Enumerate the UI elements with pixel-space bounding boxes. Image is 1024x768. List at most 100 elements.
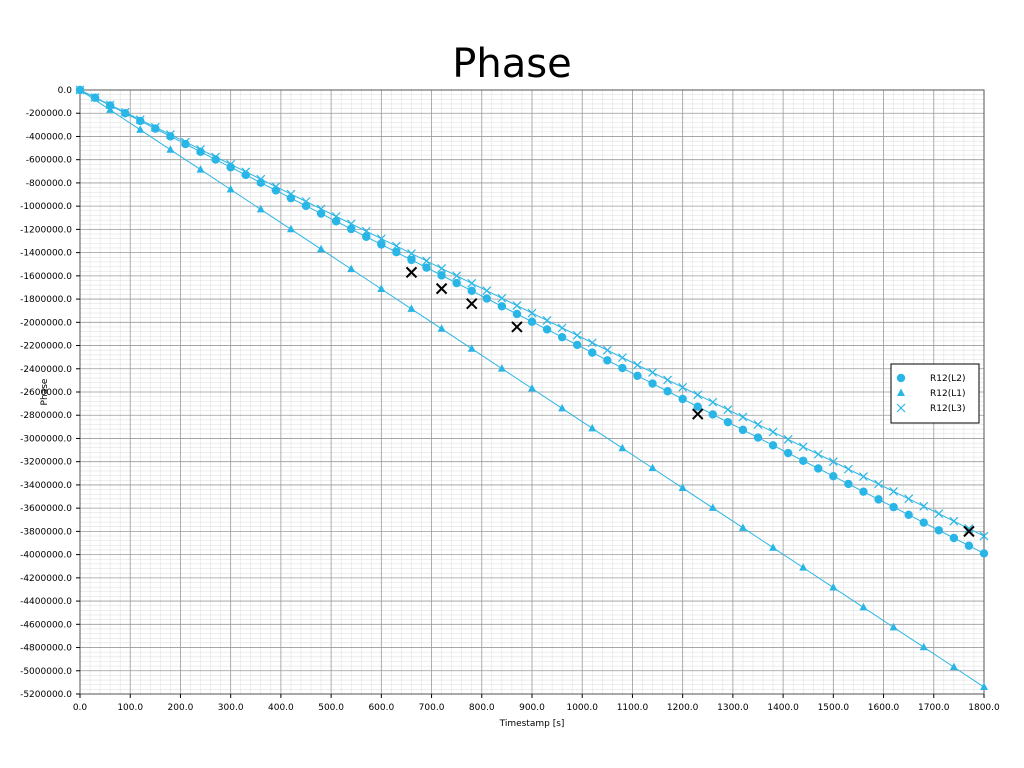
data-point bbox=[226, 159, 236, 169]
data-point bbox=[166, 145, 175, 153]
data-point bbox=[814, 464, 823, 473]
y-tick-label: -2800000.0 bbox=[20, 411, 72, 421]
data-point bbox=[738, 412, 748, 422]
data-point bbox=[663, 387, 672, 396]
chart-title: Phase bbox=[452, 41, 571, 87]
y-tick-label: -1600000.0 bbox=[20, 272, 72, 282]
y-tick-label: -1000000.0 bbox=[20, 202, 72, 212]
y-tick-label: -4600000.0 bbox=[20, 620, 72, 630]
data-point bbox=[603, 356, 612, 365]
y-tick-label: -3800000.0 bbox=[20, 527, 72, 537]
data-point bbox=[693, 402, 702, 411]
data-point bbox=[769, 543, 778, 551]
data-point bbox=[181, 137, 190, 147]
data-point bbox=[859, 472, 868, 481]
data-point bbox=[497, 364, 506, 372]
legend-box bbox=[890, 363, 980, 424]
x-tick-label: 500.0 bbox=[318, 703, 344, 713]
data-point bbox=[226, 185, 235, 193]
x-tick-label: 900.0 bbox=[519, 703, 545, 713]
data-point bbox=[452, 278, 461, 288]
data-point bbox=[482, 294, 491, 303]
data-point bbox=[331, 211, 341, 221]
data-point bbox=[256, 174, 266, 184]
data-point bbox=[919, 518, 928, 527]
data-point bbox=[90, 93, 100, 102]
data-point bbox=[377, 284, 386, 293]
major-grid bbox=[79, 89, 985, 695]
legend-label: R12(L2) bbox=[930, 374, 965, 384]
data-point bbox=[437, 324, 446, 332]
data-point bbox=[693, 390, 703, 400]
legend-entry: R12(L1) bbox=[897, 388, 965, 399]
data-point bbox=[317, 244, 326, 253]
data-point bbox=[889, 487, 899, 496]
y-tick-label: 0.0 bbox=[58, 86, 73, 96]
legend-marker bbox=[896, 403, 906, 413]
data-point bbox=[587, 338, 597, 348]
y-tick-label: -3600000.0 bbox=[20, 504, 72, 514]
y-tick-label: -4800000.0 bbox=[20, 644, 72, 654]
data-point bbox=[708, 397, 718, 407]
data-point bbox=[618, 363, 627, 373]
x-tick-label: 1400.0 bbox=[767, 703, 799, 713]
data-point bbox=[723, 405, 733, 415]
data-point bbox=[467, 286, 476, 296]
data-point bbox=[588, 423, 597, 432]
data-point bbox=[407, 304, 416, 312]
data-point bbox=[829, 583, 838, 591]
data-point bbox=[919, 501, 929, 511]
data-point bbox=[135, 115, 145, 125]
data-point bbox=[573, 340, 582, 350]
data-point bbox=[512, 309, 522, 319]
legend-label: R12(L3) bbox=[930, 404, 965, 414]
data-point bbox=[106, 105, 115, 113]
data-point bbox=[979, 531, 989, 541]
data-point bbox=[723, 417, 733, 427]
data-point bbox=[768, 427, 778, 437]
data-point bbox=[165, 130, 175, 140]
data-point bbox=[678, 394, 687, 404]
data-point bbox=[527, 308, 537, 318]
legend: R12(L2) R12(L1) R12(L3) bbox=[890, 363, 980, 424]
data-point bbox=[783, 448, 793, 458]
y-tick-label: -3200000.0 bbox=[20, 458, 72, 468]
data-point bbox=[588, 348, 597, 357]
data-point bbox=[799, 563, 808, 571]
data-point bbox=[648, 463, 657, 472]
data-point bbox=[361, 226, 371, 236]
x-tick-label: 1300.0 bbox=[717, 703, 749, 713]
data-point bbox=[467, 344, 476, 352]
data-point bbox=[708, 503, 717, 511]
data-point bbox=[934, 509, 944, 519]
legend-marker bbox=[896, 373, 906, 383]
data-point bbox=[557, 323, 567, 333]
data-point bbox=[633, 371, 642, 380]
y-tick-label: -2600000.0 bbox=[20, 388, 72, 398]
highlighted-points bbox=[405, 266, 975, 538]
data-point bbox=[105, 100, 115, 110]
y-tick-label: -5000000.0 bbox=[20, 667, 72, 677]
y-tick-label: -800000.0 bbox=[26, 179, 72, 189]
y-tick-label: -5200000.0 bbox=[20, 690, 72, 700]
x-tick-label: 1800.0 bbox=[968, 703, 1000, 713]
legend-label: R12(L1) bbox=[930, 389, 965, 399]
data-point bbox=[286, 189, 296, 199]
data-point bbox=[211, 152, 221, 162]
highlighted-point bbox=[692, 408, 704, 420]
data-point bbox=[708, 410, 717, 419]
data-point bbox=[753, 420, 763, 429]
y-tick-label: -400000.0 bbox=[26, 132, 72, 142]
data-point bbox=[286, 224, 295, 233]
data-point bbox=[181, 139, 190, 149]
data-point bbox=[362, 232, 371, 241]
data-point bbox=[783, 434, 793, 444]
y-tick-label: -200000.0 bbox=[26, 109, 72, 119]
data-point bbox=[422, 256, 431, 266]
data-point bbox=[467, 278, 477, 288]
data-point bbox=[678, 382, 688, 392]
data-point bbox=[527, 317, 537, 326]
data-point bbox=[949, 533, 959, 543]
x-axis-label: Timestamp [s] bbox=[499, 719, 565, 729]
data-point bbox=[512, 301, 522, 311]
